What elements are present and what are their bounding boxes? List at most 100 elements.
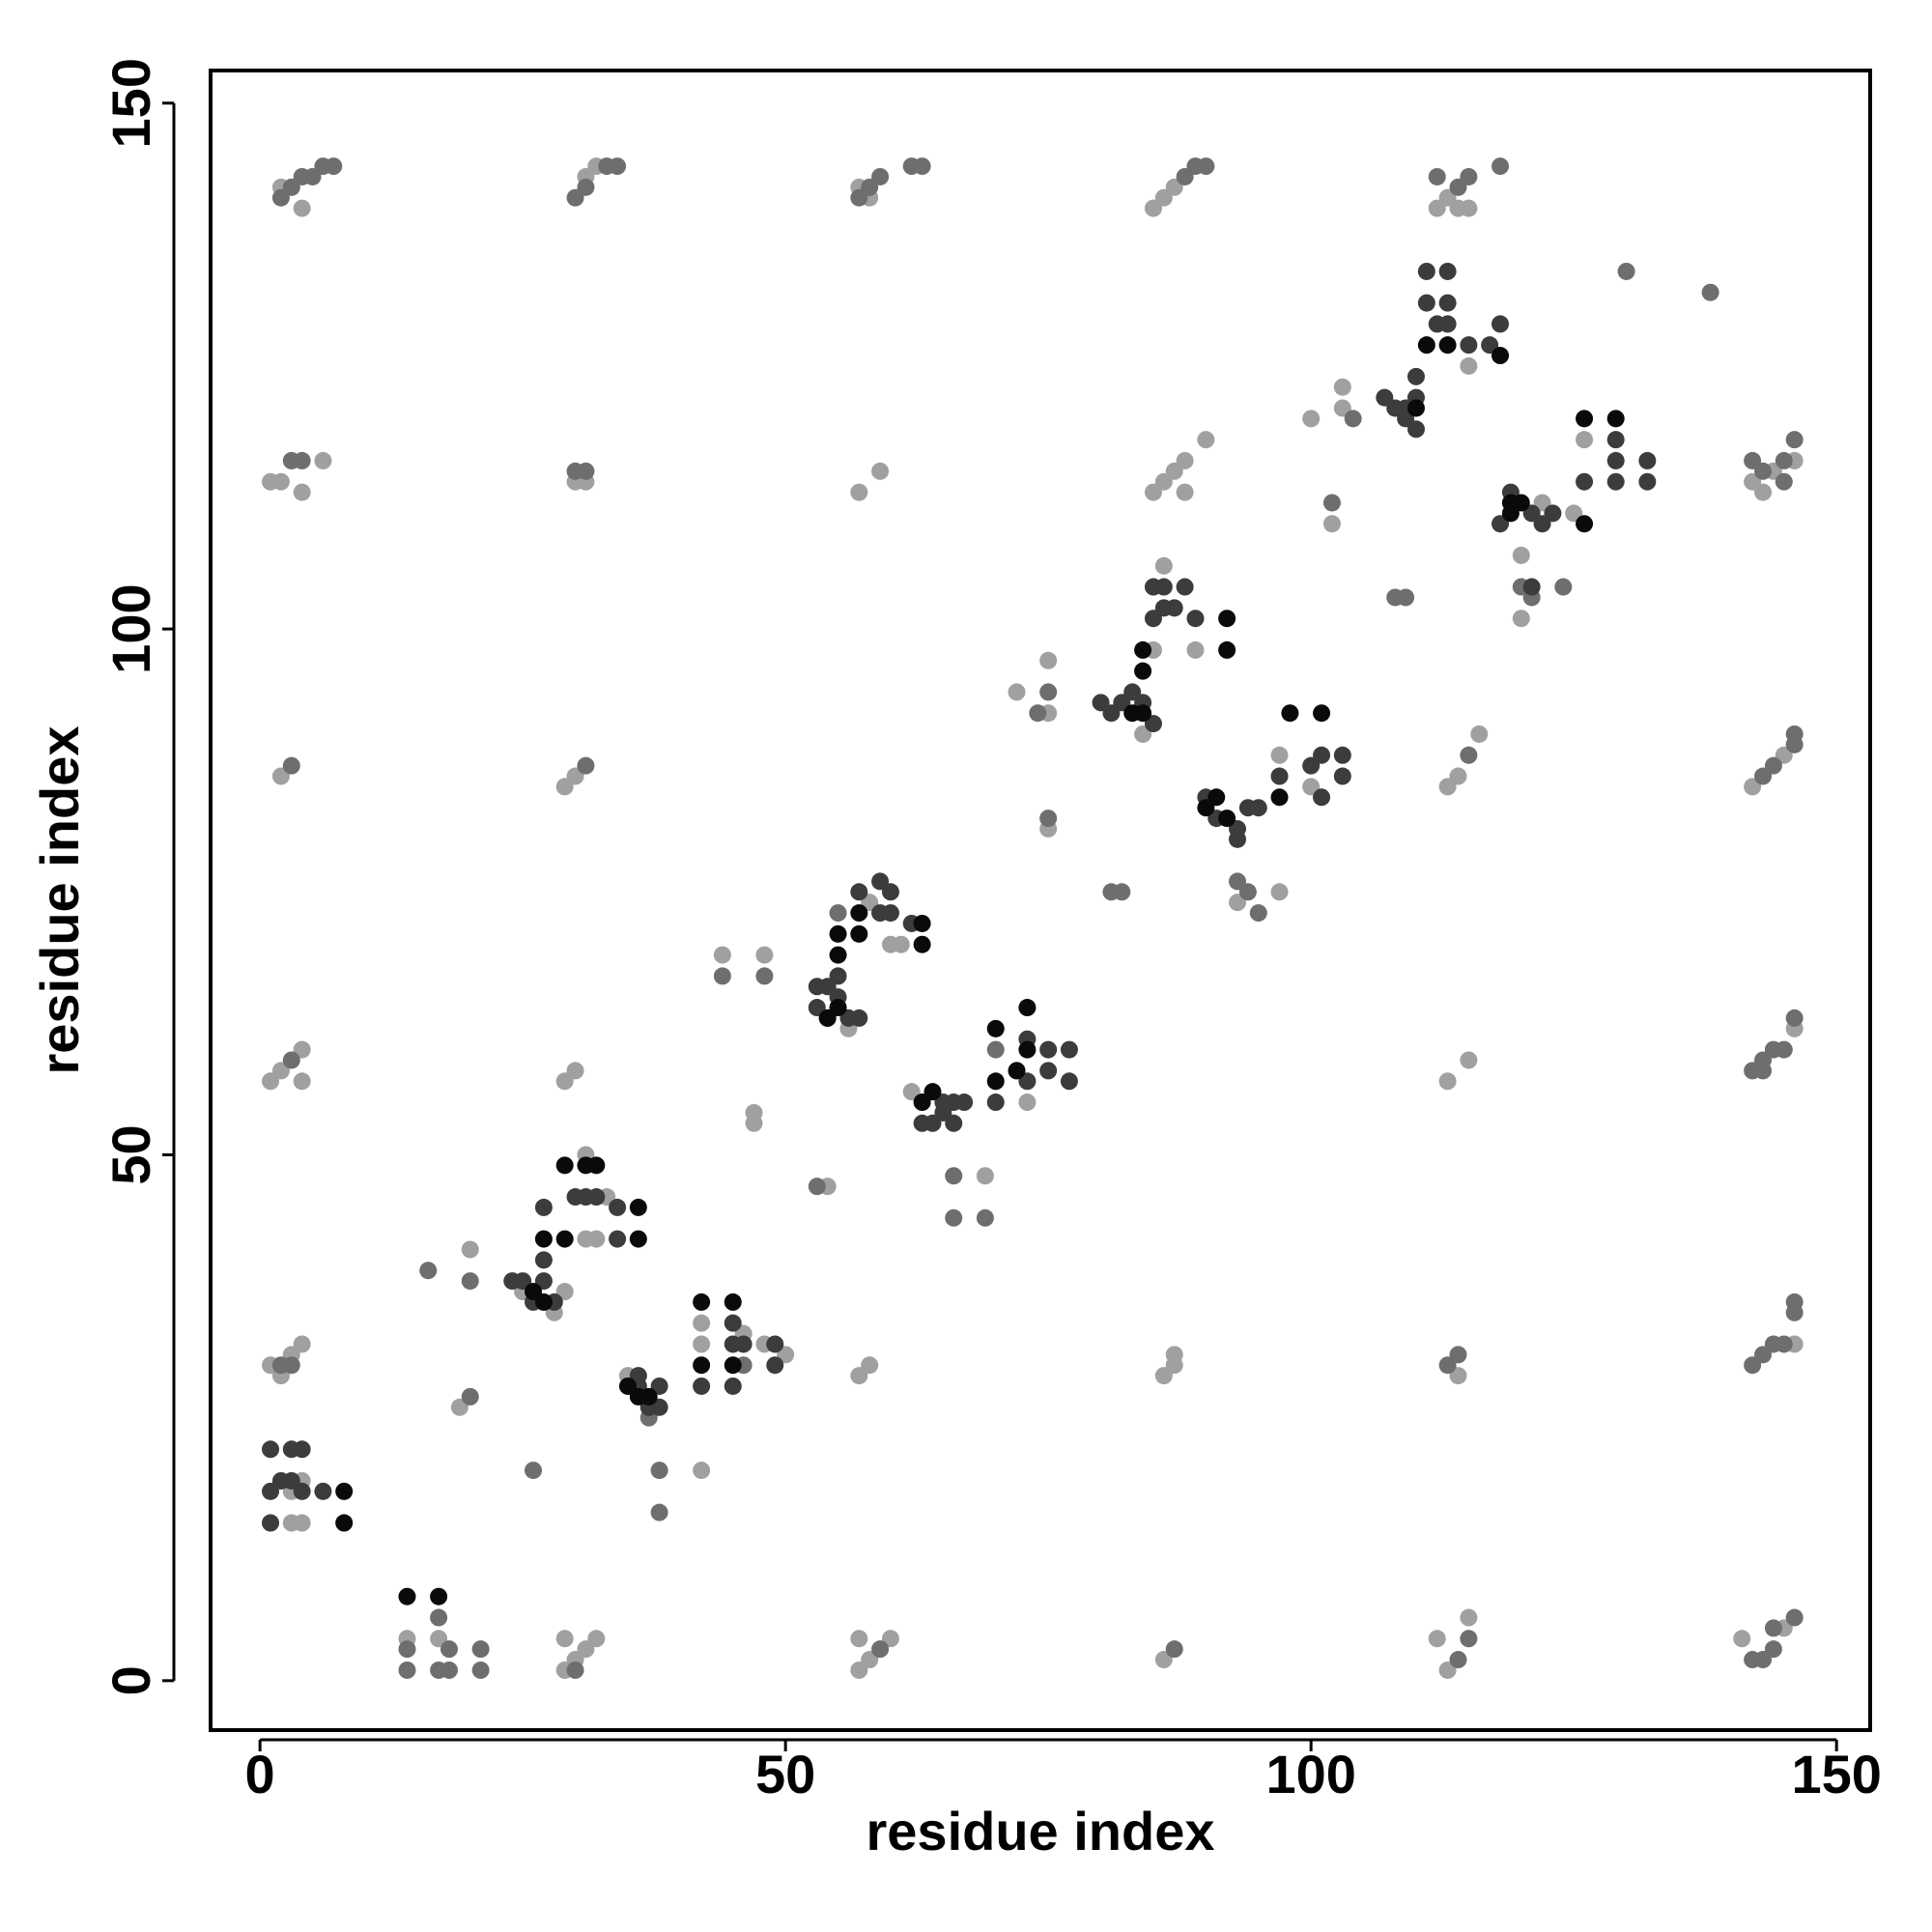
point — [902, 1083, 921, 1101]
point — [650, 1503, 668, 1521]
point — [1428, 199, 1446, 217]
point — [1397, 588, 1415, 607]
point — [471, 1661, 490, 1679]
point — [1176, 167, 1194, 185]
point — [1302, 778, 1321, 796]
point — [555, 1230, 574, 1248]
point — [271, 767, 290, 785]
point — [1134, 640, 1152, 659]
point — [587, 1630, 606, 1648]
point — [713, 946, 731, 964]
point — [450, 1398, 469, 1416]
point — [1176, 451, 1194, 469]
point — [861, 1651, 879, 1669]
point — [1113, 883, 1131, 901]
point — [566, 767, 584, 785]
point — [461, 1240, 479, 1259]
point — [577, 462, 595, 480]
point — [419, 1262, 438, 1280]
point — [271, 472, 290, 491]
point — [1606, 451, 1625, 469]
point — [1785, 1293, 1804, 1311]
point — [808, 1178, 826, 1196]
point — [1785, 431, 1804, 449]
point — [724, 1377, 742, 1395]
point — [1018, 1072, 1037, 1091]
x-tick-label: 50 — [755, 1744, 815, 1804]
point — [850, 924, 868, 943]
point — [1165, 599, 1183, 617]
point — [282, 1356, 300, 1375]
point — [1313, 746, 1331, 764]
point — [693, 1377, 711, 1395]
point — [1039, 651, 1058, 669]
point — [430, 1630, 448, 1648]
point — [986, 1072, 1005, 1091]
plot-frame — [209, 69, 1872, 1732]
point — [1733, 1630, 1751, 1648]
point — [555, 1630, 574, 1648]
point — [913, 1094, 931, 1112]
point — [1754, 1651, 1773, 1669]
point — [871, 872, 890, 891]
point — [293, 1514, 311, 1532]
point — [766, 1335, 784, 1353]
point — [1533, 494, 1551, 512]
point — [1554, 578, 1573, 596]
point — [1565, 504, 1583, 523]
point — [1113, 694, 1131, 712]
point — [1154, 472, 1173, 491]
point — [777, 1346, 795, 1364]
point — [1512, 610, 1530, 628]
point — [461, 1272, 479, 1291]
point — [1270, 883, 1289, 901]
point — [881, 883, 899, 901]
point — [861, 178, 879, 196]
point — [1039, 1040, 1058, 1059]
point — [1313, 788, 1331, 807]
y-axis-label: residue index — [29, 725, 90, 1074]
point — [1492, 157, 1510, 176]
point — [1176, 578, 1194, 596]
point — [650, 1398, 668, 1416]
point — [587, 1156, 606, 1175]
point — [1238, 883, 1257, 901]
point — [945, 1114, 963, 1132]
x-tick-label: 100 — [1265, 1744, 1355, 1804]
point — [1333, 746, 1351, 764]
point — [1460, 167, 1478, 185]
point — [293, 1440, 311, 1459]
point — [335, 1482, 354, 1500]
point — [609, 157, 627, 176]
point — [1754, 483, 1773, 501]
point — [713, 967, 731, 985]
point — [1218, 640, 1236, 659]
point — [1606, 410, 1625, 428]
point — [693, 1335, 711, 1353]
point — [566, 188, 584, 207]
point — [1544, 504, 1562, 523]
point — [534, 1293, 553, 1311]
point — [724, 1314, 742, 1332]
point — [1438, 294, 1457, 312]
point — [1018, 999, 1037, 1017]
point — [1449, 1346, 1467, 1364]
point — [913, 935, 931, 953]
point — [1576, 515, 1594, 533]
point — [1764, 1619, 1782, 1637]
point — [440, 1640, 458, 1659]
point — [1512, 546, 1530, 564]
point — [1785, 1608, 1804, 1627]
point — [629, 1230, 647, 1248]
point — [1512, 494, 1530, 512]
point — [850, 1367, 868, 1385]
point — [1754, 1346, 1773, 1364]
point — [314, 451, 332, 469]
point — [871, 167, 890, 185]
point — [1018, 1040, 1037, 1059]
point — [555, 1283, 574, 1301]
point — [1522, 504, 1541, 523]
point — [1460, 746, 1478, 764]
